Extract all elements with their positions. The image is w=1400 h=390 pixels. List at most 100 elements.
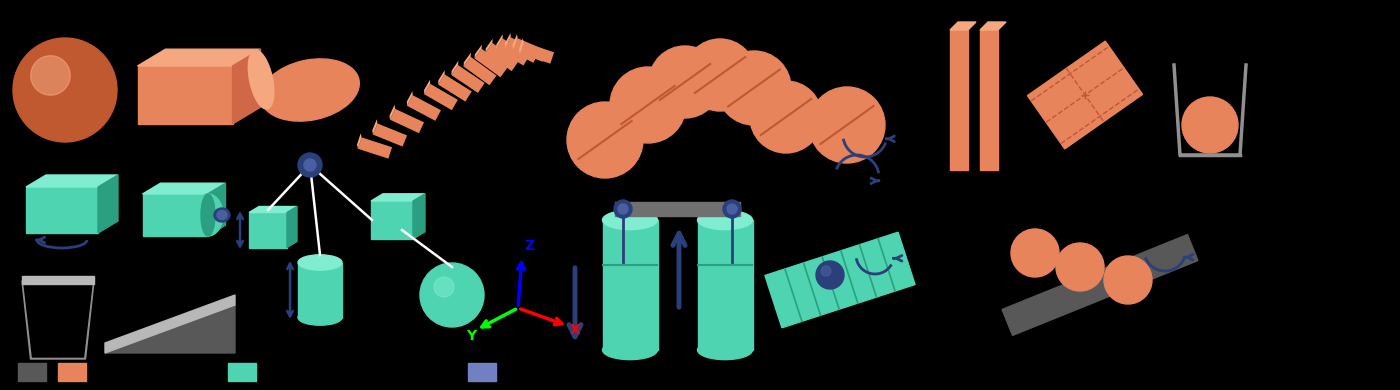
Polygon shape: [463, 57, 497, 85]
Polygon shape: [413, 194, 426, 239]
Polygon shape: [372, 124, 407, 147]
Circle shape: [420, 263, 484, 327]
Polygon shape: [424, 84, 458, 110]
Circle shape: [650, 46, 721, 118]
Polygon shape: [451, 65, 484, 93]
Polygon shape: [371, 201, 413, 239]
Circle shape: [567, 102, 643, 178]
Polygon shape: [475, 49, 507, 77]
Polygon shape: [143, 183, 225, 194]
Polygon shape: [615, 202, 741, 216]
Polygon shape: [371, 194, 426, 201]
Polygon shape: [27, 175, 118, 187]
Polygon shape: [424, 80, 430, 94]
Polygon shape: [512, 38, 547, 62]
Polygon shape: [22, 276, 94, 284]
Polygon shape: [249, 206, 297, 213]
Ellipse shape: [602, 210, 658, 230]
Polygon shape: [475, 44, 482, 58]
Ellipse shape: [298, 255, 342, 270]
Polygon shape: [358, 137, 392, 159]
Circle shape: [717, 51, 791, 125]
Polygon shape: [137, 66, 232, 124]
Polygon shape: [951, 30, 967, 170]
Polygon shape: [486, 39, 493, 53]
Polygon shape: [24, 284, 92, 357]
Circle shape: [1056, 243, 1105, 291]
Circle shape: [750, 81, 822, 153]
Polygon shape: [98, 175, 118, 233]
Ellipse shape: [202, 194, 216, 236]
Polygon shape: [298, 262, 342, 317]
Polygon shape: [105, 305, 235, 353]
Polygon shape: [505, 33, 511, 48]
Polygon shape: [105, 295, 235, 353]
Polygon shape: [764, 232, 916, 328]
Polygon shape: [143, 194, 207, 236]
Polygon shape: [389, 105, 395, 120]
Circle shape: [298, 153, 322, 177]
Circle shape: [727, 204, 736, 214]
Polygon shape: [512, 34, 518, 49]
Circle shape: [615, 200, 631, 218]
Polygon shape: [438, 70, 445, 85]
Circle shape: [13, 38, 118, 142]
Circle shape: [1182, 97, 1238, 153]
Text: X: X: [570, 323, 581, 337]
Circle shape: [31, 56, 70, 95]
Polygon shape: [438, 74, 472, 101]
Polygon shape: [486, 43, 518, 71]
Polygon shape: [505, 37, 539, 63]
Polygon shape: [451, 61, 458, 75]
Polygon shape: [519, 43, 554, 64]
Polygon shape: [137, 49, 260, 66]
Ellipse shape: [298, 310, 342, 325]
Circle shape: [685, 39, 756, 111]
Polygon shape: [519, 38, 524, 54]
Ellipse shape: [697, 340, 753, 360]
Polygon shape: [27, 187, 98, 233]
Bar: [57, 363, 85, 381]
Polygon shape: [249, 213, 287, 248]
Polygon shape: [951, 22, 976, 30]
Polygon shape: [407, 95, 441, 121]
Polygon shape: [463, 53, 470, 66]
Circle shape: [816, 261, 844, 289]
Circle shape: [434, 277, 454, 297]
Circle shape: [820, 266, 832, 276]
Circle shape: [304, 159, 316, 171]
Circle shape: [722, 200, 741, 218]
Circle shape: [610, 67, 686, 143]
Bar: [468, 363, 496, 381]
Ellipse shape: [193, 194, 223, 236]
Polygon shape: [1002, 234, 1198, 335]
Ellipse shape: [248, 50, 274, 109]
Polygon shape: [287, 206, 297, 248]
Polygon shape: [357, 133, 361, 149]
Bar: [228, 363, 256, 381]
Circle shape: [1011, 229, 1058, 277]
Ellipse shape: [260, 59, 360, 121]
Polygon shape: [1028, 41, 1142, 149]
Polygon shape: [980, 30, 998, 170]
Ellipse shape: [214, 208, 230, 222]
Bar: [18, 363, 46, 381]
Polygon shape: [207, 183, 225, 236]
Polygon shape: [496, 39, 529, 66]
Circle shape: [617, 204, 629, 214]
Polygon shape: [232, 49, 260, 124]
Polygon shape: [391, 109, 424, 133]
Polygon shape: [496, 34, 503, 49]
Text: Z: Z: [524, 239, 535, 253]
Polygon shape: [602, 220, 658, 350]
Polygon shape: [22, 281, 94, 359]
Circle shape: [809, 87, 885, 163]
Polygon shape: [980, 22, 1007, 30]
Polygon shape: [407, 91, 413, 106]
Ellipse shape: [602, 340, 658, 360]
Ellipse shape: [697, 210, 753, 230]
Polygon shape: [372, 119, 378, 135]
Circle shape: [1105, 256, 1152, 304]
Text: Y: Y: [466, 329, 476, 343]
Polygon shape: [697, 220, 753, 350]
